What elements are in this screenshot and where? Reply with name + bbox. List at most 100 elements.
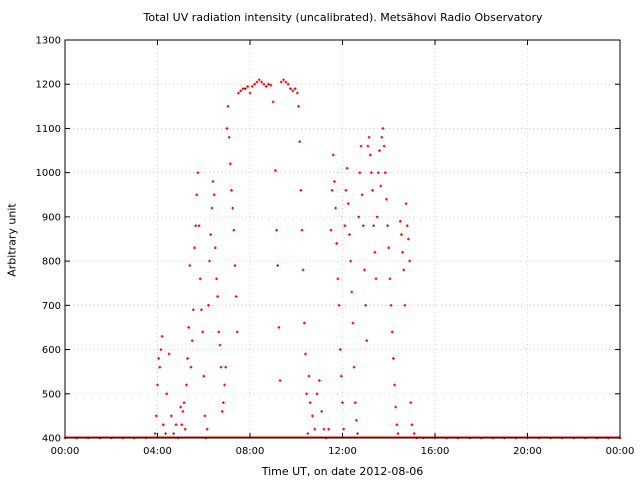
data-point	[380, 135, 384, 139]
data-point	[159, 348, 163, 351]
data-point	[408, 259, 411, 263]
data-point	[367, 135, 371, 139]
x-tick-label: 00:00	[606, 446, 635, 457]
data-point	[396, 432, 400, 435]
y-tick-label: 800	[42, 257, 61, 268]
data-point	[241, 87, 245, 90]
data-point	[410, 423, 414, 427]
data-point	[403, 304, 407, 307]
data-point	[278, 379, 282, 382]
data-point	[156, 383, 159, 387]
data-point	[164, 432, 167, 435]
data-point	[348, 233, 351, 236]
data-point	[412, 432, 416, 435]
data-point	[387, 246, 391, 250]
data-point	[233, 264, 237, 267]
y-tick-label: 400	[42, 434, 61, 445]
data-point	[291, 89, 295, 93]
data-point	[207, 304, 210, 307]
data-point	[223, 383, 226, 387]
chart-title: Total UV radiation intensity (uncalibrat…	[143, 11, 543, 24]
data-point	[313, 427, 317, 431]
data-point	[335, 242, 339, 245]
data-point	[200, 308, 203, 312]
data-point	[299, 189, 303, 192]
data-point	[203, 414, 207, 418]
data-point	[231, 206, 234, 210]
data-point	[334, 206, 337, 210]
data-point	[160, 334, 164, 338]
axis-ticks: 400 500 600 700 800 900 1000 1100 1200 1300 00:00 0…	[36, 36, 635, 458]
data-point	[389, 304, 393, 307]
data-point	[344, 189, 348, 192]
data-point	[370, 171, 373, 174]
data-point	[201, 330, 204, 334]
data-point	[216, 295, 219, 298]
data-point	[276, 264, 280, 267]
data-point	[337, 304, 341, 307]
data-point	[282, 78, 285, 82]
data-point	[208, 259, 211, 263]
x-tick-label: 20:00	[513, 446, 542, 457]
data-point	[352, 365, 356, 369]
data-point	[349, 259, 352, 263]
data-point	[174, 423, 178, 427]
x-tick-label: 12:00	[328, 446, 357, 457]
data-point	[230, 189, 233, 192]
data-point	[246, 85, 249, 88]
data-point	[297, 105, 300, 108]
data-point	[358, 171, 362, 174]
y-tick-label: 1100	[36, 124, 61, 135]
data-point	[386, 224, 389, 228]
data-point	[183, 427, 187, 431]
data-point	[301, 268, 305, 272]
data-point	[226, 105, 230, 108]
data-point	[400, 233, 403, 236]
data-point	[341, 401, 344, 404]
data-point	[305, 392, 308, 396]
data-point	[404, 202, 408, 205]
x-tick-label: 00:00	[51, 446, 80, 457]
data-point	[219, 365, 223, 369]
data-point	[180, 423, 184, 427]
data-point	[393, 383, 396, 387]
data-point	[322, 427, 326, 431]
x-axis-label: Time UT, on date 2012-08-06	[261, 465, 424, 478]
data-point	[293, 87, 297, 90]
data-point	[330, 189, 334, 192]
data-point	[318, 379, 321, 382]
data-point	[188, 264, 192, 267]
data-point	[371, 189, 374, 192]
data-point	[355, 419, 358, 422]
data-point	[373, 250, 377, 254]
data-point	[286, 82, 290, 86]
data-point	[365, 339, 369, 343]
data-point	[209, 233, 212, 236]
data-point	[392, 357, 395, 360]
data-point	[350, 290, 354, 294]
data-point	[186, 357, 189, 360]
data-point	[161, 423, 165, 427]
data-point	[244, 87, 247, 90]
data-point	[382, 144, 386, 148]
data-point	[218, 343, 222, 347]
data-point	[153, 432, 157, 435]
data-point	[269, 83, 273, 87]
plot-frame	[64, 39, 621, 439]
y-tick-label: 900	[42, 212, 61, 223]
y-tick-label: 1200	[36, 80, 61, 91]
data-point	[193, 246, 196, 250]
data-point	[363, 268, 366, 272]
data-point	[212, 193, 216, 197]
data-point	[157, 357, 160, 360]
data-point	[315, 392, 319, 396]
data-point	[190, 339, 194, 343]
data-point	[274, 169, 277, 172]
data-point	[192, 308, 195, 312]
data-point	[377, 171, 380, 174]
data-point	[308, 401, 312, 404]
data-point	[300, 228, 304, 232]
data-point	[327, 427, 330, 431]
data-point	[343, 224, 347, 228]
data-point	[181, 410, 185, 413]
